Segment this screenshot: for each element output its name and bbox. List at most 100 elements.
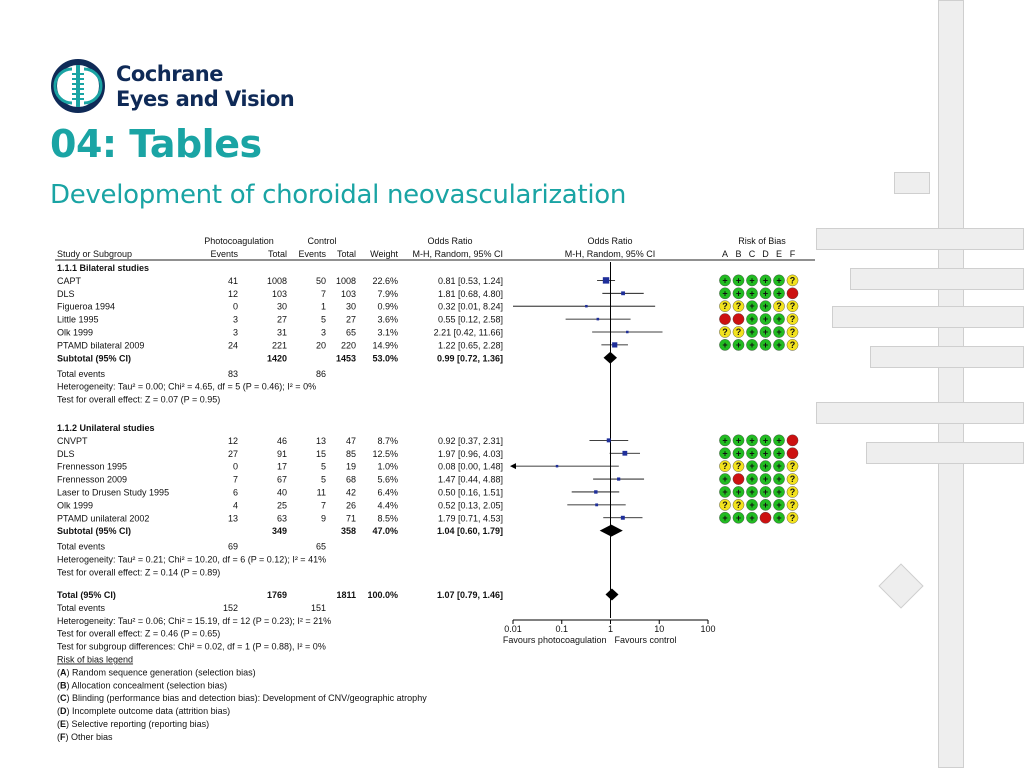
total-events2: 151 <box>311 603 326 613</box>
study-total1-4: 31 <box>277 328 287 338</box>
rob-dot-8-5 <box>786 460 799 472</box>
rob-symbol-11-2: + <box>749 500 754 510</box>
header-study: Study or Subgroup <box>57 249 132 259</box>
rob-symbol-8-4: + <box>776 461 781 471</box>
rob-symbol-10-4: + <box>776 487 781 497</box>
rob-dot-10-5 <box>786 486 799 498</box>
study-total1-12: 63 <box>277 513 287 523</box>
study-total1-11: 25 <box>277 500 287 510</box>
rob-dot-8-4 <box>773 460 785 472</box>
x-tick-label-1: 0.1 <box>555 624 568 634</box>
rob-dot-7-4 <box>773 447 785 460</box>
subgroup-title-0: 1.1.1 Bilateral studies <box>57 263 149 273</box>
rob-letter-D: D <box>762 249 769 259</box>
rob-symbol-1-1: + <box>736 288 741 298</box>
study-ci-10: 0.50 [0.16, 1.51] <box>438 487 503 497</box>
header-total1: Total <box>268 249 287 259</box>
rob-legend-item-B: (B) Allocation concealment (selection bi… <box>57 680 227 690</box>
study-ci-1: 1.81 [0.68, 4.80] <box>438 289 503 299</box>
rob-dot-12-1 <box>732 511 745 524</box>
header-or-method: M-H, Random, 95% CI <box>412 249 503 259</box>
rob-symbol-12-5: ? <box>790 513 796 523</box>
rob-dot-9-5 <box>786 473 799 485</box>
study-events1-1: 12 <box>228 289 238 299</box>
cochrane-logo-icon <box>51 59 105 113</box>
favours-right-label: Favours control <box>615 635 677 645</box>
study-weight-9: 5.6% <box>377 475 398 485</box>
rob-dot-8-0 <box>719 460 731 472</box>
point-estimate-0 <box>602 277 610 284</box>
rob-dot-4-4 <box>773 326 785 338</box>
slide-title: 04: Tables <box>50 122 262 166</box>
rob-symbol-12-1: + <box>736 513 741 523</box>
study-total2-5: 220 <box>341 340 356 350</box>
point-estimate-7 <box>622 450 628 456</box>
study-total2-11: 26 <box>346 500 356 510</box>
study-events2-12: 9 <box>321 513 326 523</box>
favours-left-label: Favours photocoagulation <box>503 635 607 645</box>
rob-legend-title: Risk of bias legend <box>57 655 133 665</box>
rob-symbol-8-1: ? <box>736 461 742 471</box>
rob-dot-4-3 <box>759 326 772 338</box>
rob-dot-8-2 <box>746 460 758 472</box>
rob-symbol-0-0: + <box>722 275 727 285</box>
rob-dot-9-4 <box>773 473 785 485</box>
subgroup-events1-0: 83 <box>228 369 238 379</box>
rob-symbol-1-0: + <box>722 288 727 298</box>
rob-symbol-0-2: + <box>749 275 754 285</box>
rob-dot-10-1 <box>732 486 745 498</box>
study-weight-0: 22.6% <box>372 276 398 286</box>
rob-dot-10-3 <box>759 486 772 498</box>
rob-symbol-7-0: + <box>722 448 727 458</box>
rob-dot-11-3 <box>759 499 772 511</box>
study-total1-3: 27 <box>277 315 287 325</box>
study-total2-12: 71 <box>346 513 356 523</box>
total-heterogeneity: Heterogeneity: Tau² = 0.06; Chi² = 15.19… <box>57 616 331 626</box>
study-weight-12: 8.5% <box>377 513 398 523</box>
study-ci-0: 0.81 [0.53, 1.24] <box>438 276 503 286</box>
rob-symbol-0-4: + <box>776 275 781 285</box>
rob-dot-1-5 <box>786 287 799 300</box>
rob-symbol-3-5: ? <box>790 314 796 324</box>
x-tick-label-3: 10 <box>654 624 664 634</box>
rob-dot-5-4 <box>773 339 785 351</box>
study-events2-6: 13 <box>316 436 326 446</box>
rob-legend-item-A: (A) Random sequence generation (selectio… <box>57 667 256 677</box>
header-group2: Control <box>307 236 336 246</box>
rob-symbol-4-0: ? <box>722 327 728 337</box>
rob-dot-12-2 <box>746 511 758 524</box>
rob-dot-0-3 <box>759 274 772 287</box>
study-events2-5: 20 <box>316 340 326 350</box>
subtotal-0-total2: 1453 <box>336 353 356 363</box>
study-weight-4: 3.1% <box>377 328 398 338</box>
rob-symbol-10-5: ? <box>790 487 796 497</box>
rob-symbol-6-3: + <box>763 435 768 445</box>
rob-symbol-10-1: + <box>736 487 741 497</box>
rob-dot-4-0 <box>719 326 731 338</box>
point-estimate-4 <box>626 330 629 334</box>
total-events-label: Total events <box>57 603 106 613</box>
study-events2-8: 5 <box>321 462 326 472</box>
rob-symbol-2-2: + <box>749 301 754 311</box>
rob-legend-item-F: (F) Other bias <box>57 732 113 742</box>
study-total1-5: 221 <box>272 340 287 350</box>
rob-symbol-4-5: ? <box>790 327 796 337</box>
rob-dot-8-3 <box>759 460 772 472</box>
study-total2-4: 65 <box>346 328 356 338</box>
study-events2-7: 15 <box>316 449 326 459</box>
study-name-12: PTAMD unilateral 2002 <box>57 513 149 523</box>
point-estimate-3 <box>596 317 600 321</box>
rob-dot-12-5 <box>786 511 799 524</box>
study-total2-6: 47 <box>346 436 356 446</box>
study-ci-11: 0.52 [0.13, 2.05] <box>438 500 503 510</box>
slide-subtitle: Development of choroidal neovascularizat… <box>50 180 627 210</box>
rob-dot-11-2 <box>746 499 758 511</box>
subgroup-overall-effect-0: Test for overall effect: Z = 0.07 (P = 0… <box>57 395 220 405</box>
rob-symbol-10-2: + <box>749 487 754 497</box>
rob-dot-11-5 <box>786 499 799 511</box>
rob-dot-2-3 <box>759 300 772 313</box>
rob-letter-B: B <box>735 249 741 259</box>
rob-dot-11-0 <box>719 499 731 511</box>
study-events2-2: 1 <box>321 302 326 312</box>
